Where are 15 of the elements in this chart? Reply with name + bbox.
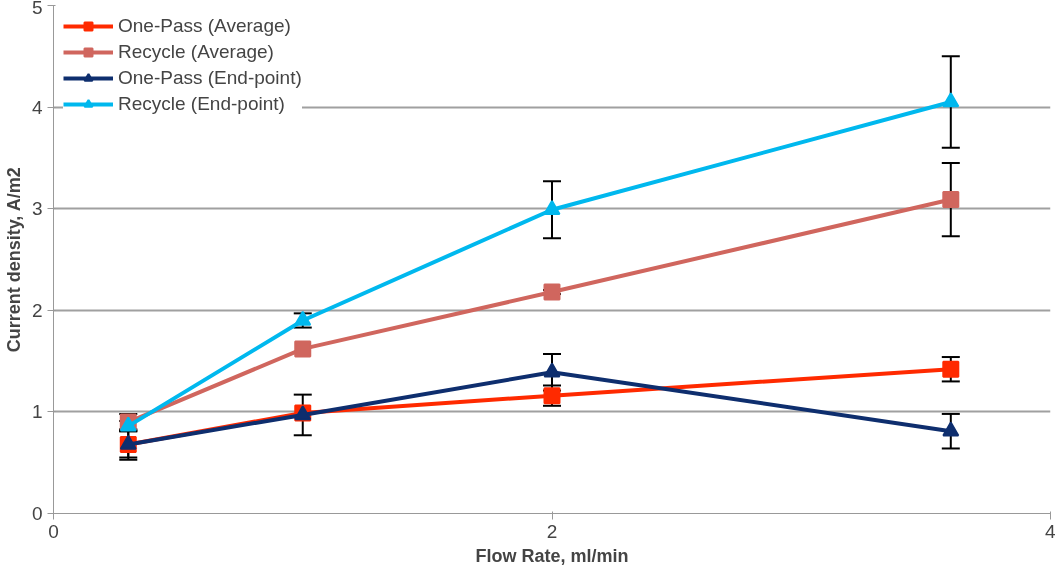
- legend-label: One-Pass (End-point): [118, 67, 302, 89]
- y-tick-label: 5: [31, 0, 43, 18]
- legend-label: One-Pass (Average): [118, 15, 291, 37]
- x-tick-label: 0: [48, 520, 59, 542]
- y-tick-label: 0: [31, 503, 43, 524]
- x-tick-label: 4: [1044, 520, 1056, 542]
- y-tick-label: 3: [31, 198, 43, 220]
- x-axis-title: Flow Rate, ml/min: [475, 545, 629, 566]
- y-axis-title: Current density, A/m2: [3, 167, 24, 353]
- y-tick-label: 1: [31, 401, 43, 423]
- y-tick-label: 4: [31, 96, 43, 118]
- x-tick-label: 2: [546, 520, 558, 542]
- legend-label: Recycle (End-point): [118, 93, 285, 115]
- legend-label: Recycle (Average): [118, 41, 274, 63]
- y-tick-label: 2: [31, 299, 43, 321]
